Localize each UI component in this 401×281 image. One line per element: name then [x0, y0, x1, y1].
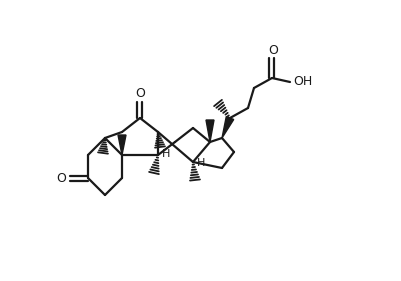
Text: O: O: [135, 87, 145, 100]
Text: H: H: [196, 158, 205, 168]
Text: H: H: [162, 149, 170, 159]
Text: O: O: [56, 171, 66, 185]
Polygon shape: [221, 117, 233, 138]
Text: O: O: [267, 44, 277, 57]
Polygon shape: [205, 120, 213, 142]
Polygon shape: [118, 135, 126, 155]
Text: OH: OH: [292, 76, 312, 89]
